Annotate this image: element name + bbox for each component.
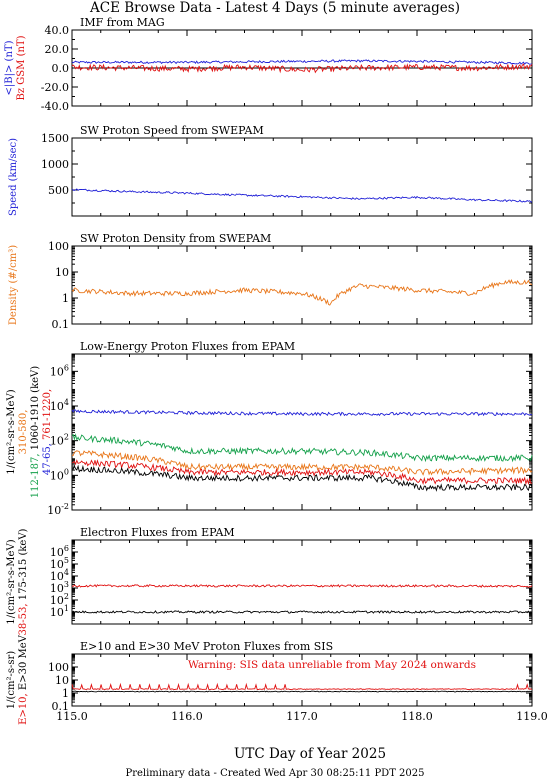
y-tick-label: 40.0 <box>45 24 70 37</box>
x-axis: 115.0 116.0 117.0 118.0 119.0 <box>56 710 548 723</box>
series-line-112-187-kev <box>71 433 533 463</box>
footer-note: Preliminary data - Created Wed Apr 30 08… <box>125 768 424 779</box>
y-axis-label: Speed (km/sec) <box>8 138 19 216</box>
y-axis-label-channels: 38-53, 175-315 (keV) <box>18 528 29 635</box>
y-tick-label: 10 <box>55 674 69 687</box>
y-tick-label: 1000 <box>41 158 69 171</box>
panel-title: Electron Fluxes from EPAM <box>80 526 235 539</box>
panel-6: E>10 and E>30 MeV Proton Fluxes from SIS… <box>6 634 533 725</box>
y-tick-label: 102 <box>50 592 69 607</box>
x-tick-label: 117.0 <box>286 710 318 723</box>
y-tick-label: -40.0 <box>41 100 69 113</box>
y-axis-label-units: 1/(cm²-s-sr) <box>6 651 17 710</box>
y-axis-label-bz: Bz GSM (nT) <box>16 35 27 100</box>
y-tick-label: 100 <box>48 661 69 674</box>
y-tick-label: 1 <box>62 292 69 305</box>
series-line-47-65-kev <box>71 409 533 417</box>
x-tick-label: 116.0 <box>171 710 203 723</box>
y-tick-label: 106 <box>50 544 69 559</box>
y-axis-label-units: 1/(cm²-sr-s-MeV) <box>6 389 17 474</box>
series-line-e-10-mev <box>71 682 533 691</box>
panel-frame <box>71 137 533 217</box>
y-tick-label: 102 <box>50 433 69 448</box>
series-line-density <box>71 279 533 306</box>
series-line--b- <box>71 59 533 65</box>
panel-2: SW Proton Speed from SWEPAM 1500 1000 500 Sp… <box>8 124 533 217</box>
panel-title: Low-Energy Proton Fluxes from EPAM <box>80 340 295 353</box>
panel-3: SW Proton Density from SWEPAM 100 10 1 0.1 De… <box>8 232 533 331</box>
panels: IMF from MAG 40.0 20.0 0.0 -20.0 -40.0 <|B|> (… <box>4 16 533 725</box>
y-tick-label: 20.0 <box>45 43 70 56</box>
y-axis-label-channels: 310-580, <box>18 410 29 455</box>
warning-annotation: Warning: SIS data unreliable from May 20… <box>188 659 476 671</box>
panel-title: SW Proton Speed from SWEPAM <box>80 124 264 137</box>
x-tick-label: 115.0 <box>56 710 88 723</box>
y-tick-label: 0.0 <box>52 62 70 75</box>
panel-title: SW Proton Density from SWEPAM <box>80 232 271 245</box>
panel-4: Low-Energy Proton Fluxes from EPAM 106 104… <box>6 340 533 517</box>
y-tick-label: 0.1 <box>52 700 70 713</box>
series-line-761-1220-kev <box>71 459 533 486</box>
y-tick-label: 100 <box>48 240 69 253</box>
y-tick-label: 106 <box>50 363 69 378</box>
y-tick-label: 100 <box>50 467 69 482</box>
y-tick-label: 105 <box>50 556 69 571</box>
series-line-1060-1910-kev <box>71 464 533 492</box>
y-axis-label: Density (#/cm³) <box>8 245 19 325</box>
panel-1: IMF from MAG 40.0 20.0 0.0 -20.0 -40.0 <|B|> (… <box>4 16 533 113</box>
y-axis-label-channels: E>10, E>30 MeV <box>18 634 29 725</box>
series-line-bz-gsm <box>71 63 533 74</box>
panel-title: E>10 and E>30 MeV Proton Fluxes from SIS <box>80 640 333 653</box>
figure-title: ACE Browse Data - Latest 4 Days (5 minut… <box>89 0 460 16</box>
y-axis-label-channels: 47-65, 761-1220, <box>42 389 53 475</box>
series-line-speed <box>71 188 533 203</box>
y-axis-label-btotal: <|B|> (nT) <box>4 40 15 95</box>
y-tick-label: 10 <box>55 266 69 279</box>
panel-5: Electron Fluxes from EPAM 106105104103102… <box>6 526 533 635</box>
y-tick-label: 1 <box>62 687 69 700</box>
y-axis-label-units: 1/(cm²-sr-s-MeV) <box>6 539 17 624</box>
y-tick-label: 10-2 <box>47 502 69 517</box>
y-tick-label: 0.1 <box>52 318 70 331</box>
x-tick-label: 118.0 <box>401 710 433 723</box>
y-tick-label: 500 <box>48 184 69 197</box>
y-tick-label: 101 <box>50 604 69 619</box>
y-tick-label: -20.0 <box>41 81 69 94</box>
series-line-310-580-kev <box>71 450 533 476</box>
panel-title: IMF from MAG <box>80 16 165 29</box>
x-tick-label: 119.0 <box>516 710 548 723</box>
series-line-175-315-kev <box>71 610 533 614</box>
y-tick-label: 104 <box>50 568 69 583</box>
series-line-38-53-kev <box>71 584 533 588</box>
panel-frame <box>71 245 533 325</box>
series-line-e-30-mev <box>71 690 532 693</box>
y-tick-label: 104 <box>50 398 69 413</box>
x-axis-label: UTC Day of Year 2025 <box>234 746 386 762</box>
y-tick-label: 103 <box>50 580 69 595</box>
y-tick-label: 1500 <box>41 132 69 145</box>
y-axis-label-channels: 112-187, 1060-1910 (keV) <box>30 366 41 498</box>
